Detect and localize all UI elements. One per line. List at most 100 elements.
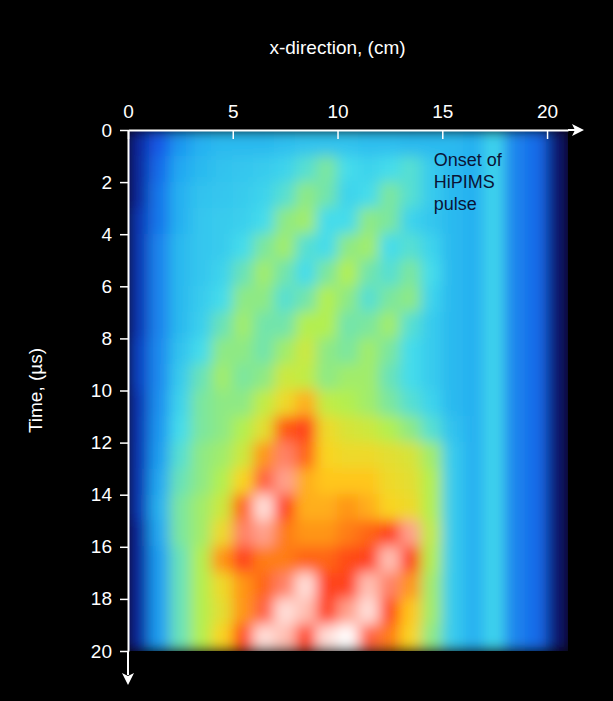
cell [211,312,233,339]
cell [232,312,254,339]
cell [148,156,170,183]
cell [316,442,338,469]
cell [400,546,422,573]
cell [211,260,233,287]
cell [358,494,380,521]
cell [169,130,191,157]
y-tick-mark [120,130,128,132]
cell [274,624,296,651]
cell [253,494,275,521]
cell [148,546,170,573]
cell [337,208,359,235]
x-axis-title: x-direction, (cm) [269,37,405,58]
cell [128,364,149,391]
cell [253,624,275,651]
cell [505,546,527,573]
y-tick: 12 [91,432,128,453]
cell [442,286,464,313]
y-tick: 14 [91,484,128,505]
cell [295,390,317,417]
cell [337,130,359,157]
cell [169,546,191,573]
cell [400,260,422,287]
cell [400,442,422,469]
cell [526,234,548,261]
cell [526,572,548,599]
cell [505,234,527,261]
cell [274,338,296,365]
cell [442,260,464,287]
cell [211,156,233,183]
cell [169,286,191,313]
cell [526,442,548,469]
cell [463,286,485,313]
cell [253,572,275,599]
cell [169,156,191,183]
cell [190,260,212,287]
cell [316,312,338,339]
cell [190,572,212,599]
cell [358,546,380,573]
cell [547,624,568,651]
cell [358,364,380,391]
cell [421,338,443,365]
cell [337,390,359,417]
cell [253,598,275,625]
y-tick-mark [120,390,128,392]
cell [421,624,443,651]
cell [337,546,359,573]
cell [148,312,170,339]
cell [211,208,233,235]
cell [379,208,401,235]
cell [547,156,568,183]
cell [169,468,191,495]
y-tick-label: 2 [101,172,112,193]
cell [379,442,401,469]
cell [169,208,191,235]
cell [337,598,359,625]
cell [442,312,464,339]
cell [400,520,422,547]
cell [463,442,485,469]
cell [169,416,191,443]
cell [505,208,527,235]
cell [358,182,380,209]
cell [463,390,485,417]
cell [400,624,422,651]
cell [316,598,338,625]
cell [128,442,149,469]
cell [379,572,401,599]
cell [295,624,317,651]
y-tick-mark [120,338,128,340]
cell [547,598,568,625]
cell [337,260,359,287]
y-tick-label: 18 [91,588,112,609]
cell [526,598,548,625]
y-tick: 8 [101,328,128,349]
cell [253,130,275,157]
cell [274,156,296,183]
cell [295,598,317,625]
y-tick-mark [120,599,128,601]
cell [358,468,380,495]
cell [274,572,296,599]
cell [316,624,338,651]
cell [274,234,296,261]
cell [337,156,359,183]
cell [295,130,317,157]
cell [232,364,254,391]
cell [379,468,401,495]
cell [421,234,443,261]
background [0,0,613,701]
cell [505,156,527,183]
y-tick: 20 [91,641,128,662]
cell [211,442,233,469]
cell [547,182,568,209]
cell [505,572,527,599]
cell [128,286,149,313]
cell [358,442,380,469]
y-axis-arrow [122,673,134,685]
cell [505,364,527,391]
cell [358,416,380,443]
cell [337,364,359,391]
